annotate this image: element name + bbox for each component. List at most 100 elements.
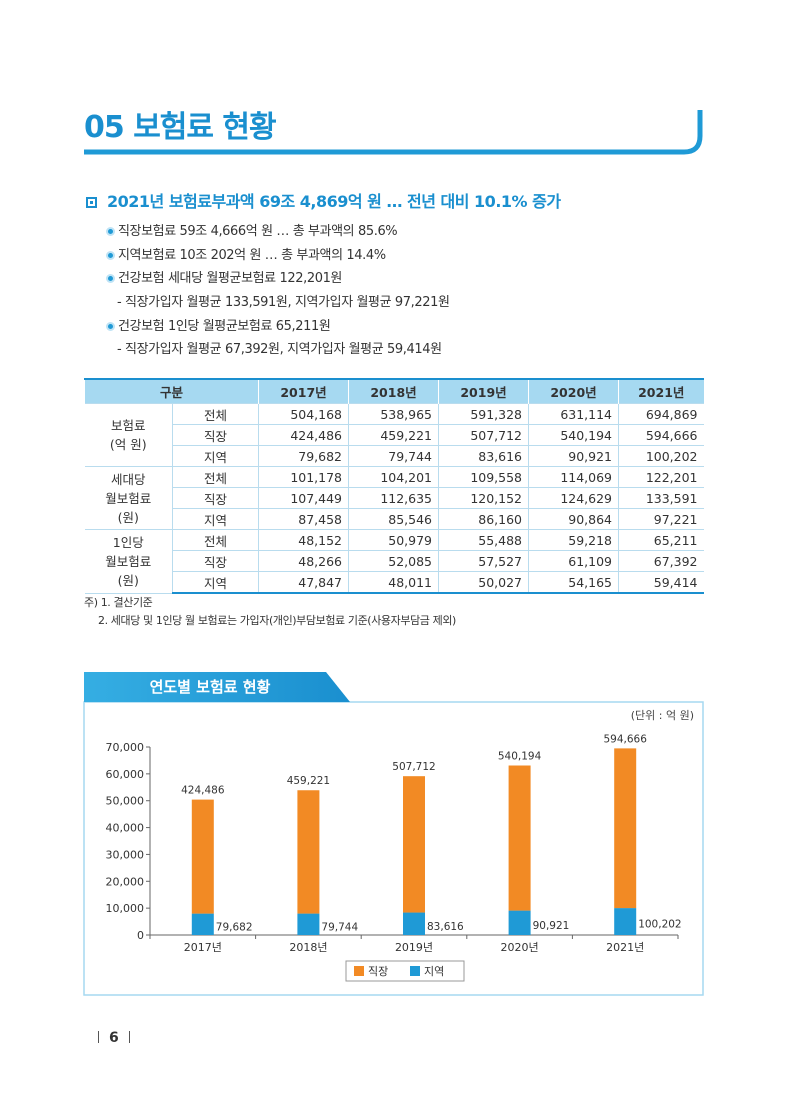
cell: 124,629: [528, 487, 619, 509]
title-rule: [84, 110, 703, 155]
cell: 86,160: [438, 508, 529, 530]
cell: 112,635: [348, 487, 439, 509]
bar-segment: [403, 776, 425, 913]
row-label: 직장: [171, 424, 259, 446]
headline-text: 2021년 보험료부과액 69조 4,869억 원 … 전년 대비 10.1% …: [107, 192, 561, 211]
group-label: 세대당 월보험료 (원): [84, 466, 173, 530]
group-line: (원): [117, 572, 139, 588]
divider: [98, 1031, 99, 1043]
bar-segment: [508, 910, 531, 935]
cell: 507,712: [438, 424, 529, 446]
x-tick-label: 2017년: [184, 941, 222, 954]
chart-title: 연도별 보험료 현황: [150, 678, 271, 696]
group-line: (원): [117, 509, 139, 525]
x-tick-label: 2019년: [395, 941, 433, 954]
value-label: 424,486: [181, 785, 225, 797]
x-tick-label: 2021년: [606, 941, 644, 954]
table-row: 세대당 월보험료 (원) 전체 101,178 104,201 109,558 114,069…: [84, 466, 704, 530]
cell: 54,165: [528, 571, 619, 594]
table-row: 직장 48,266 52,085 57,527 61,109 67,392: [85, 550, 704, 572]
value-label: 507,712: [392, 761, 435, 773]
cell: 120,152: [438, 487, 529, 509]
header-cell: 2020년: [528, 378, 619, 404]
table-row: 보험료 (억 원) 전체 504,168 538,965 591,328 631,114 69…: [84, 403, 704, 467]
cell: 133,591: [618, 487, 704, 509]
value-label: 100,202: [638, 919, 681, 931]
row-label: 지역: [171, 508, 259, 530]
bar-segment: [508, 765, 531, 911]
legend-swatch: [410, 966, 420, 976]
y-tick-label: 20,000: [106, 875, 145, 888]
cell: 83,616: [438, 445, 529, 467]
data-table: 구분 2017년 2018년 2019년 2020년 2021년 보험료 (억 원) 전체 504…: [83, 378, 704, 594]
cell: 61,109: [528, 550, 619, 572]
cell: 101,178: [258, 466, 349, 488]
cell: 65,211: [618, 529, 704, 551]
summary-item: - 직장가입자 월평균 133,591원, 지역가입자 월평균 97,221원: [106, 291, 450, 315]
group-line: 보험료: [110, 418, 146, 433]
table-row: 1인당 월보험료 (원) 전체 48,152 50,979 55,488 59,218 65,2…: [84, 529, 704, 594]
cell: 48,011: [348, 571, 439, 594]
cell: 85,546: [348, 508, 439, 530]
chart-frame: [83, 701, 704, 996]
cell: 107,449: [258, 487, 349, 509]
summary-text: - 직장가입자 월평균 67,392원, 지역가입자 월평균 59,414원: [117, 342, 442, 358]
header-cell: 2017년: [258, 378, 349, 404]
summary-text: 지역보험료 10조 202억 원 … 총 부과액의 14.4%: [118, 247, 386, 263]
x-tick-label: 2020년: [501, 941, 539, 954]
cell: 459,221: [348, 424, 439, 446]
cell: 114,069: [528, 466, 619, 488]
group-line: 1인당: [112, 534, 144, 550]
y-tick-label: 0: [137, 929, 144, 942]
cell: 538,965: [348, 403, 439, 425]
cell: 59,414: [618, 571, 704, 594]
legend-label: 직장: [368, 965, 388, 978]
cell: 90,864: [528, 508, 619, 530]
table-row: 지역 87,458 85,546 86,160 90,864 97,221: [85, 508, 704, 530]
bullet-icon: [106, 321, 115, 331]
cell: 48,152: [258, 529, 349, 551]
bar-segment: [297, 913, 320, 935]
value-label: 79,682: [216, 921, 253, 933]
page-title: 05 보험료 현황: [84, 110, 277, 145]
bar-segment: [403, 912, 425, 935]
cell: 79,744: [348, 445, 439, 467]
cell: 109,558: [438, 466, 529, 488]
cell: 104,201: [348, 466, 439, 488]
cell: 122,201: [618, 466, 704, 488]
cell: 52,085: [348, 550, 439, 572]
header-row: 구분 2017년 2018년 2019년 2020년 2021년: [83, 378, 704, 404]
row-label: 전체: [171, 403, 259, 425]
table-row: 직장 424,486 459,221 507,712 540,194 594,666: [85, 424, 704, 446]
value-label: 594,666: [603, 733, 647, 745]
page-num: 6: [109, 1030, 119, 1046]
y-tick-label: 40,000: [106, 822, 145, 835]
value-label: 79,744: [321, 921, 358, 933]
value-label: 540,194: [498, 751, 542, 763]
summary-text: 직장보험료 59조 4,666억 원 … 총 부과액의 85.6%: [118, 224, 398, 239]
legend-frame: [345, 960, 465, 982]
note: 주) 1. 결산기준: [84, 596, 153, 609]
cell: 67,392: [618, 550, 704, 572]
cell: 97,221: [618, 508, 704, 530]
page-number: 6: [88, 1030, 140, 1046]
bar-segment: [614, 748, 637, 909]
row-label: 지역: [171, 571, 259, 594]
bar-segment: [191, 799, 214, 914]
group-line: 월보험료: [105, 553, 152, 569]
summary-list: 직장보험료 59조 4,666억 원 … 총 부과액의 85.6% 지역보험료 1…: [106, 220, 450, 362]
summary-text: 건강보험 세대당 월평균보험료 122,201원: [118, 271, 342, 287]
cell: 90,921: [528, 445, 619, 467]
y-tick-label: 50,000: [106, 795, 145, 808]
value-label: 90,921: [533, 920, 570, 932]
row-label: 전체: [171, 466, 259, 488]
summary-item: - 직장가입자 월평균 67,392원, 지역가입자 월평균 59,414원: [106, 338, 450, 362]
headline: 2021년 보험료부과액 69조 4,869억 원 … 전년 대비 10.1% …: [86, 188, 561, 212]
cell: 594,666: [618, 424, 704, 446]
y-tick-label: 10,000: [106, 902, 145, 915]
group-line: (억 원): [109, 437, 147, 452]
summary-text: - 직장가입자 월평균 133,591원, 지역가입자 월평균 97,221원: [117, 295, 450, 311]
cell: 59,218: [528, 529, 619, 551]
cell: 79,682: [258, 445, 349, 467]
